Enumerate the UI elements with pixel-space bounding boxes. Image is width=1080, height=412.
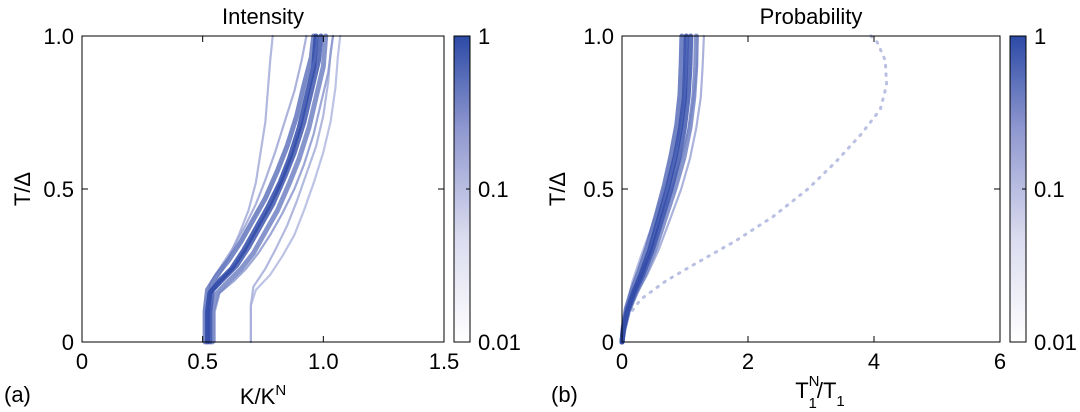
intensity-curves bbox=[202, 33, 342, 345]
x-label-base: T bbox=[795, 378, 808, 403]
series-curve-7 bbox=[620, 34, 889, 344]
panel-probability: 0 2 4 600.51.0 Probability (b) T/Δ TN 1/T1 1… bbox=[545, 4, 1077, 412]
x-tick-label: 1.5 bbox=[429, 349, 460, 374]
series-curve-5 bbox=[206, 34, 308, 344]
x-label-sup: N bbox=[809, 373, 820, 390]
x-tick-label: 1.0 bbox=[308, 349, 339, 374]
y-tick-label: 1.0 bbox=[43, 24, 74, 49]
series-curve-7 bbox=[249, 34, 335, 344]
chart-title: Intensity bbox=[222, 4, 304, 29]
x-tick-label: 0.5 bbox=[187, 349, 218, 374]
probability-curves bbox=[619, 33, 889, 345]
series-curve-3 bbox=[209, 33, 329, 345]
colorbar: 1 0.1 0.01 bbox=[453, 24, 521, 355]
chart-title: Probability bbox=[760, 4, 863, 29]
colorbar-tick-label: 1 bbox=[1034, 24, 1046, 49]
y-tick-label: 0.5 bbox=[583, 177, 614, 202]
colorbar: 1 0.1 0.01 bbox=[1009, 24, 1077, 355]
x-label-sub: 1 bbox=[809, 395, 817, 412]
colorbar-tick-label: 1 bbox=[478, 24, 490, 49]
colorbar-tick-label: 0.1 bbox=[1034, 177, 1065, 202]
x-tick-label: 0 bbox=[76, 349, 88, 374]
plot-frame bbox=[81, 35, 445, 343]
series-curve-8 bbox=[249, 34, 342, 344]
x-label-sub2: 1 bbox=[836, 393, 844, 410]
colorbar-tick-label: 0.1 bbox=[478, 177, 509, 202]
x-tick-label: 0 bbox=[616, 349, 628, 374]
y-axis-label: T/Δ bbox=[545, 172, 570, 207]
y-tick-label: 1.0 bbox=[583, 24, 614, 49]
panel-label: (a) bbox=[4, 382, 31, 407]
y-tick-label: 0 bbox=[62, 330, 74, 355]
y-tick-label: 0.5 bbox=[43, 177, 74, 202]
x-label-sup: N bbox=[275, 382, 286, 399]
series-curve-0 bbox=[619, 33, 689, 345]
colorbar-tick-label: 0.01 bbox=[478, 330, 521, 355]
panel-label: (b) bbox=[551, 382, 578, 407]
x-label-mid: /T bbox=[817, 378, 837, 403]
axis-ticks: 0 2 4 6 0 0.5 1.0 bbox=[583, 24, 1006, 374]
axis-ticks: 0 0.5 1.0 1.5 0 0.5 1.0 bbox=[43, 24, 459, 374]
series-curve-2 bbox=[202, 33, 317, 345]
panel-intensity: 0 0.5 1.0 1.5 0 0.5 1.0 Intensity (a) T/Δ K/KN… bbox=[4, 4, 521, 409]
x-axis-label: TN 1/T1 bbox=[795, 373, 845, 412]
x-tick-label: 2 bbox=[742, 349, 754, 374]
x-tick-label: 4 bbox=[868, 349, 880, 374]
y-tick-label: 0 bbox=[602, 330, 614, 355]
colorbar-tick-label: 0.01 bbox=[1034, 330, 1077, 355]
x-axis-label: K/KN bbox=[240, 382, 286, 409]
x-label-base: K/K bbox=[240, 384, 276, 409]
series-curve-0 bbox=[205, 33, 319, 345]
y-axis-label: T/Δ bbox=[10, 172, 35, 207]
x-tick-label: 6 bbox=[994, 349, 1006, 374]
